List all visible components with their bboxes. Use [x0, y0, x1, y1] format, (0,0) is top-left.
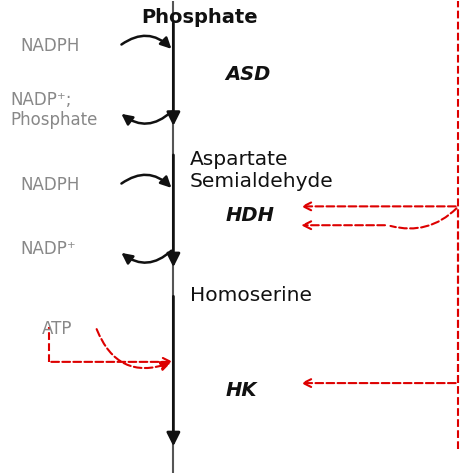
Text: HK: HK	[225, 381, 257, 400]
Text: NADPH: NADPH	[20, 37, 80, 55]
Text: ASD: ASD	[225, 65, 271, 84]
Text: Homoserine: Homoserine	[190, 286, 312, 305]
Text: ATP: ATP	[41, 320, 72, 338]
Text: NADP⁺;: NADP⁺;	[11, 91, 73, 109]
Text: Aspartate
Semialdehyde: Aspartate Semialdehyde	[190, 150, 334, 191]
Text: Phosphate: Phosphate	[141, 9, 257, 27]
Text: NADPH: NADPH	[20, 176, 80, 194]
Text: Phosphate: Phosphate	[11, 111, 98, 129]
Text: NADP⁺: NADP⁺	[20, 240, 76, 258]
Text: HDH: HDH	[225, 206, 274, 225]
